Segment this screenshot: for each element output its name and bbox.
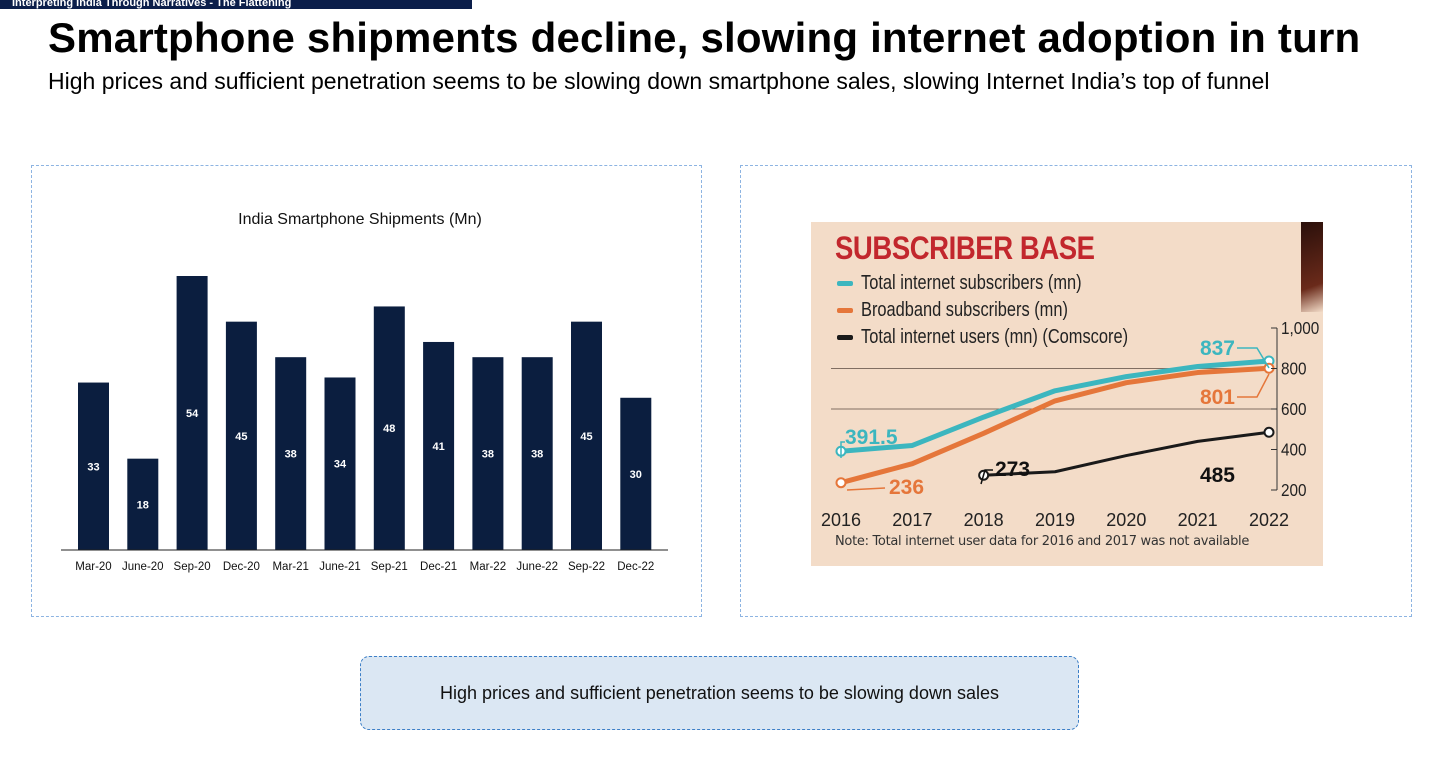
bar-dec-21 — [423, 341, 455, 550]
photo-corner-decoration — [1301, 222, 1323, 312]
x-tick-label: June-21 — [319, 561, 361, 573]
legend-item-broadband: Broadband subscribers (mn) — [837, 297, 1187, 324]
summary-callout: High prices and sufficient penetration s… — [360, 656, 1079, 730]
subscriber-legend: Total internet subscribers (mn) Broadban… — [837, 270, 1187, 351]
annotation-leader — [840, 441, 845, 458]
x-tick-label: Dec-20 — [223, 561, 260, 573]
line-endpoint-marker — [1263, 426, 1275, 438]
bar-value-label: 45 — [580, 431, 592, 443]
x-tick-label: 2019 — [1035, 510, 1075, 530]
page-subtitle: High prices and sufficient penetration s… — [48, 68, 1270, 94]
legend-label: Broadband subscribers (mn) — [861, 299, 1068, 321]
legend-swatch-black — [837, 335, 853, 340]
page-title: Smartphone shipments decline, slowing in… — [48, 14, 1361, 61]
bar-value-label: 41 — [432, 441, 444, 453]
top-section-tab: Interpreting India Through Narratives - … — [0, 0, 472, 9]
bar-sep-21 — [373, 306, 405, 550]
line-value-annotation: 273 — [995, 458, 1030, 481]
bar-sep-22 — [571, 321, 602, 550]
annotation-leader — [1237, 347, 1270, 369]
bar-value-label: 38 — [531, 449, 543, 461]
bar-value-label: 48 — [383, 423, 395, 435]
x-tick-label: 2020 — [1106, 510, 1146, 530]
legend-item-internet-users: Total internet users (mn) (Comscore) — [837, 324, 1187, 351]
subscriber-base-graphic: SUBSCRIBER BASE Total internet subscribe… — [811, 222, 1323, 566]
y-tick-label: 800 — [1281, 358, 1307, 378]
bar-value-label: 18 — [137, 499, 149, 511]
bar-value-label: 54 — [186, 408, 199, 420]
bar-value-label: 45 — [235, 431, 247, 443]
bar-dec-20 — [225, 321, 257, 550]
bar-value-label: 38 — [285, 449, 297, 461]
x-tick-label: 2017 — [892, 510, 932, 530]
shipments-chart-panel: India Smartphone Shipments (Mn) 33 Mar-20… — [31, 165, 702, 617]
annotation-leader — [846, 487, 886, 491]
subscriber-line-chart: 391.5 236 273 837 801 485 1,000 800 600 400 200 20… — [821, 318, 1319, 530]
legend-label: Total internet subscribers (mn) — [861, 272, 1082, 294]
legend-swatch-orange — [837, 308, 853, 313]
top-tab-text: Interpreting India Through Narratives - … — [12, 0, 292, 9]
annotation-leader — [980, 469, 993, 485]
x-tick-label: Sep-20 — [174, 561, 211, 573]
internet-users-line — [982, 430, 1271, 477]
x-tick-label: 2022 — [1249, 510, 1289, 530]
x-tick-label: Sep-21 — [371, 561, 408, 573]
x-tick-label: Mar-21 — [272, 561, 308, 573]
bar-june-20 — [127, 458, 159, 550]
legend-swatch-teal — [837, 281, 853, 286]
x-tick-label: Dec-21 — [420, 561, 457, 573]
y-tick-label: 200 — [1281, 480, 1307, 500]
x-tick-label: 2021 — [1178, 510, 1218, 530]
shipments-bar-chart: India Smartphone Shipments (Mn) 33 Mar-20… — [61, 211, 668, 573]
bar-sep-20 — [176, 276, 208, 550]
y-tick-label: 600 — [1281, 399, 1307, 419]
line-value-annotation: 236 — [889, 476, 924, 499]
legend-label: Total internet users (mn) (Comscore) — [861, 326, 1129, 348]
subscriber-note: Note: Total internet user data for 2016 … — [835, 534, 1250, 549]
x-tick-label: 2018 — [964, 510, 1004, 530]
x-tick-label: Mar-22 — [470, 561, 506, 573]
total-internet-subscribers-line — [838, 358, 1272, 454]
x-tick-label: June-20 — [122, 561, 164, 573]
bar-value-label: 38 — [482, 449, 494, 461]
subscriber-chart-panel: SUBSCRIBER BASE Total internet subscribe… — [740, 165, 1412, 617]
x-tick-label: Sep-22 — [568, 561, 605, 573]
bar-mar-20 — [78, 382, 109, 550]
x-tick-label: Dec-22 — [617, 561, 654, 573]
x-tick-label: June-22 — [516, 561, 558, 573]
x-tick-label: Mar-20 — [75, 561, 111, 573]
legend-item-total-subscribers: Total internet subscribers (mn) — [837, 270, 1187, 297]
y-tick-label: 400 — [1281, 439, 1307, 459]
x-tick-label: 2016 — [821, 510, 861, 530]
bar-mar-21 — [275, 357, 307, 550]
line-value-annotation: 837 — [1200, 337, 1235, 360]
bar-june-21 — [324, 377, 356, 550]
y-tick-label: 1,000 — [1281, 318, 1319, 338]
bar-dec-22 — [620, 397, 652, 550]
bar-value-label: 34 — [334, 459, 347, 471]
bar-june-22 — [521, 357, 553, 550]
shipments-chart-title: India Smartphone Shipments (Mn) — [238, 211, 482, 228]
bar-mar-22 — [472, 357, 504, 550]
line-value-annotation: 485 — [1200, 464, 1235, 487]
line-endpoint-marker — [835, 477, 847, 489]
broadband-subscribers-line — [838, 365, 1272, 486]
bar-value-label: 33 — [87, 461, 99, 473]
bar-value-label: 30 — [630, 469, 642, 481]
line-value-annotation: 801 — [1200, 386, 1235, 409]
subscriber-chart-title: SUBSCRIBER BASE — [835, 230, 1095, 266]
callout-text: High prices and sufficient penetration s… — [440, 682, 999, 703]
line-value-annotation: 391.5 — [845, 426, 898, 449]
annotation-leader — [1237, 373, 1270, 398]
